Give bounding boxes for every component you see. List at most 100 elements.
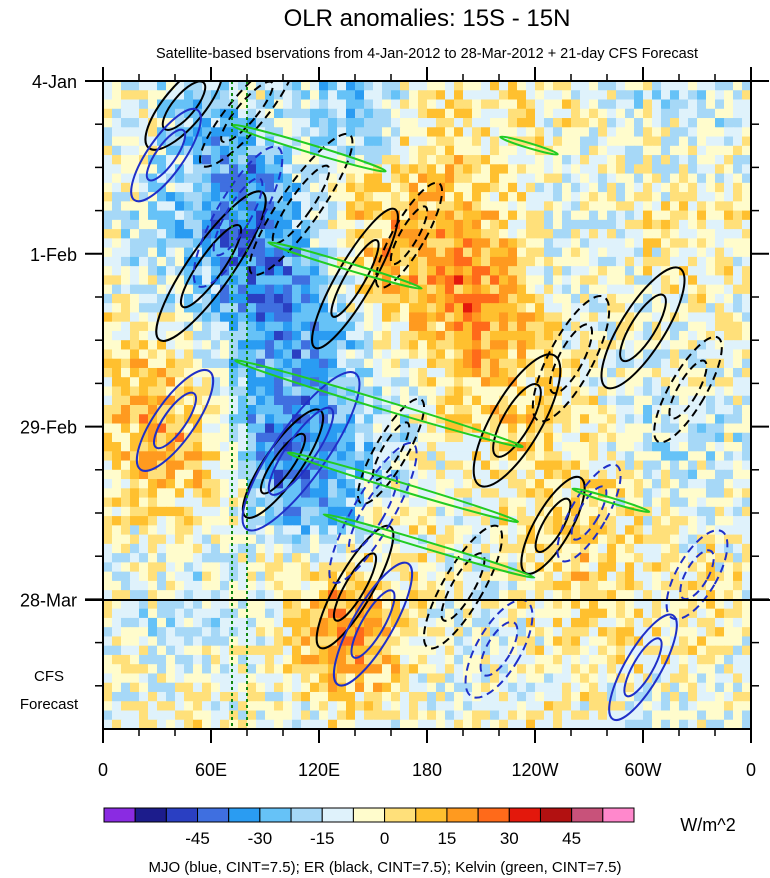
olr-cell [265, 636, 275, 647]
olr-cell [625, 645, 635, 656]
olr-cell [679, 127, 689, 138]
olr-cell [364, 340, 374, 351]
olr-cell [247, 256, 257, 267]
olr-cell [310, 182, 320, 193]
olr-cell [373, 173, 383, 184]
olr-cell [247, 580, 257, 591]
olr-cell [517, 108, 527, 119]
olr-cell [400, 229, 410, 239]
olr-cell [418, 645, 428, 656]
olr-cell [283, 219, 293, 230]
olr-cell [130, 405, 140, 415]
olr-cell [553, 645, 563, 656]
olr-cell [229, 691, 239, 702]
olr-cell [202, 136, 212, 147]
olr-cell [166, 247, 176, 258]
olr-cell [103, 330, 113, 341]
olr-cell [283, 553, 293, 563]
olr-cell [166, 303, 176, 314]
olr-cell [688, 580, 698, 591]
olr-cell [715, 710, 725, 721]
olr-cell [571, 219, 581, 230]
olr-cell [706, 229, 716, 239]
olr-cell [706, 479, 716, 489]
olr-cell [202, 442, 212, 452]
olr-cell [436, 664, 446, 675]
olr-cell [409, 386, 419, 397]
olr-cell [643, 312, 653, 323]
olr-cell [112, 266, 122, 276]
olr-cell [220, 229, 230, 239]
olr-cell [148, 719, 158, 729]
olr-cell [607, 99, 617, 110]
olr-cell [661, 284, 671, 295]
olr-cell [346, 155, 356, 165]
olr-cell [274, 691, 284, 702]
olr-cell [652, 405, 662, 415]
olr-cell [211, 358, 221, 369]
olr-cell [328, 238, 338, 249]
olr-cell [301, 127, 311, 138]
olr-cell [472, 238, 482, 249]
olr-cell [733, 701, 743, 712]
olr-cell [670, 562, 680, 573]
olr-cell [652, 377, 662, 388]
olr-cell [346, 701, 356, 712]
olr-cell [427, 358, 437, 369]
olr-cell [715, 108, 725, 119]
olr-cell [634, 479, 644, 489]
olr-cell [400, 701, 410, 712]
olr-cell [112, 405, 122, 415]
olr-cell [211, 155, 221, 165]
olr-cell [427, 386, 437, 397]
olr-cell [427, 405, 437, 415]
olr-cell [634, 340, 644, 351]
olr-cell [364, 442, 374, 452]
olr-cell [526, 469, 536, 480]
olr-cell [157, 358, 167, 369]
olr-cell [589, 108, 599, 119]
olr-cell [130, 256, 140, 267]
olr-cell [409, 451, 419, 462]
olr-cell [229, 469, 239, 480]
olr-cell [634, 525, 644, 536]
olr-cell [274, 617, 284, 628]
olr-cell [283, 266, 293, 276]
olr-cell [670, 442, 680, 452]
olr-cell [445, 506, 455, 517]
olr-cell [400, 108, 410, 119]
olr-cell [589, 284, 599, 295]
olr-cell [148, 340, 158, 351]
olr-cell [193, 201, 203, 212]
olr-cell [256, 145, 266, 156]
olr-cell [364, 219, 374, 230]
olr-cell [256, 266, 266, 276]
olr-cell [499, 608, 509, 619]
olr-cell [166, 367, 176, 378]
olr-cell [742, 321, 751, 332]
olr-cell [112, 377, 122, 388]
olr-cell [409, 90, 419, 101]
olr-cell [211, 691, 221, 702]
olr-cell [193, 590, 203, 600]
olr-cell [229, 460, 239, 471]
olr-cell [175, 201, 185, 212]
olr-cell [472, 525, 482, 536]
olr-cell [337, 358, 347, 369]
olr-cell [571, 293, 581, 304]
olr-cell [157, 562, 167, 573]
olr-cell [328, 534, 338, 545]
olr-cell [733, 608, 743, 619]
olr-cell [409, 99, 419, 110]
olr-cell [634, 118, 644, 128]
olr-cell [274, 293, 284, 304]
olr-cell [706, 330, 716, 341]
olr-cell [220, 460, 230, 471]
olr-cell [706, 654, 716, 665]
olr-cell [274, 451, 284, 462]
olr-cell [463, 710, 473, 721]
olr-cell [499, 386, 509, 397]
olr-cell [679, 664, 689, 675]
olr-cell [508, 562, 518, 573]
olr-cell [265, 673, 275, 684]
